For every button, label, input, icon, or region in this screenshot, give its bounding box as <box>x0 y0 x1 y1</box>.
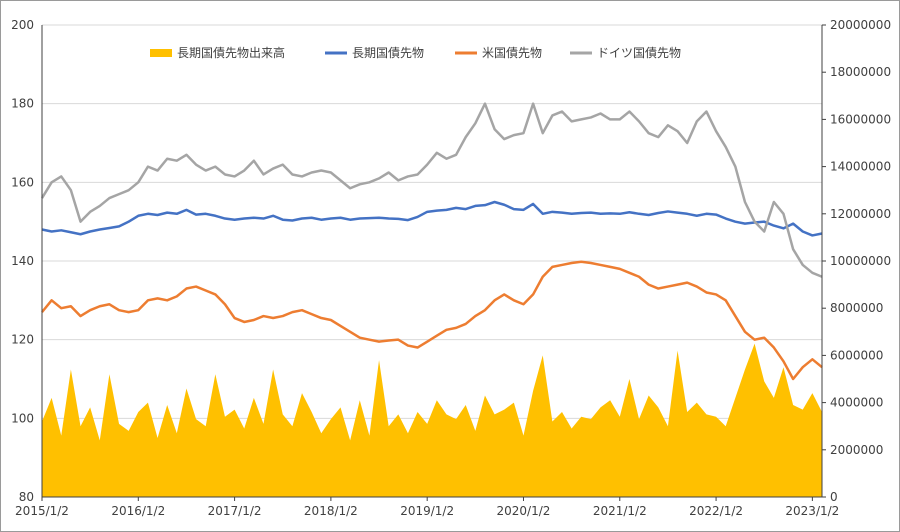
left-tick-label: 160 <box>11 175 34 189</box>
x-tick-label: 2021/1/2 <box>593 504 647 518</box>
right-tick-label: 14000000 <box>830 160 891 174</box>
series-line-3 <box>40 102 823 278</box>
price-lines-layer <box>40 102 823 381</box>
x-axis-ticks: 2015/1/2 2016/1/2 2017/1/2 2018/1/2 2019/1/2… <box>15 497 839 518</box>
right-tick-label: 16000000 <box>830 112 891 126</box>
series-line-1 <box>41 200 823 237</box>
gridlines <box>42 24 822 419</box>
right-axis-ticks: 0 2000000 4000000 6000000 8000000 10000000 120… <box>822 18 891 504</box>
x-tick-label: 2016/1/2 <box>111 504 165 518</box>
left-tick-label: 140 <box>11 254 34 268</box>
legend-volume: 長期国債先物出来高 <box>150 45 285 60</box>
left-tick-label: 80 <box>19 490 34 504</box>
right-tick-label: 20000000 <box>830 18 891 32</box>
right-tick-label: 0 <box>830 490 838 504</box>
x-tick-label: 2017/1/2 <box>208 504 262 518</box>
right-tick-label: 2000000 <box>830 443 883 457</box>
right-tick-label: 10000000 <box>830 254 891 268</box>
legend-swatch <box>150 49 172 57</box>
series-line-2 <box>41 260 823 381</box>
left-tick-label: 120 <box>11 333 34 347</box>
legend-bund: ドイツ国債先物 <box>570 45 681 60</box>
right-tick-label: 12000000 <box>830 207 891 221</box>
x-tick-label: 2018/1/2 <box>304 504 358 518</box>
x-tick-label: 2020/1/2 <box>497 504 551 518</box>
series-area-volume <box>42 343 822 497</box>
left-tick-label: 180 <box>11 97 34 111</box>
left-axis-ticks: 80 100 120 140 160 180 200 <box>11 18 34 504</box>
legend-label: 長期国債先物出来高 <box>177 45 285 60</box>
left-tick-label: 200 <box>11 18 34 32</box>
legend-label: ドイツ国債先物 <box>597 45 681 60</box>
legend-jgb: 長期国債先物 <box>325 45 424 60</box>
x-tick-label: 2023/1/2 <box>785 504 839 518</box>
x-tick-label: 2015/1/2 <box>15 504 69 518</box>
legend: 長期国債先物出来高 長期国債先物 米国債先物 ドイツ国債先物 <box>150 45 681 60</box>
legend-label: 米国債先物 <box>482 45 542 60</box>
legend-ust: 米国債先物 <box>455 45 542 60</box>
right-tick-label: 6000000 <box>830 348 883 362</box>
legend-label: 長期国債先物 <box>352 45 424 60</box>
x-tick-label: 2022/1/2 <box>689 504 743 518</box>
right-tick-label: 8000000 <box>830 301 883 315</box>
x-tick-label: 2019/1/2 <box>400 504 454 518</box>
volume-area-layer <box>42 343 822 497</box>
right-tick-label: 4000000 <box>830 396 883 410</box>
right-tick-label: 18000000 <box>830 65 891 79</box>
left-tick-label: 100 <box>11 411 34 425</box>
